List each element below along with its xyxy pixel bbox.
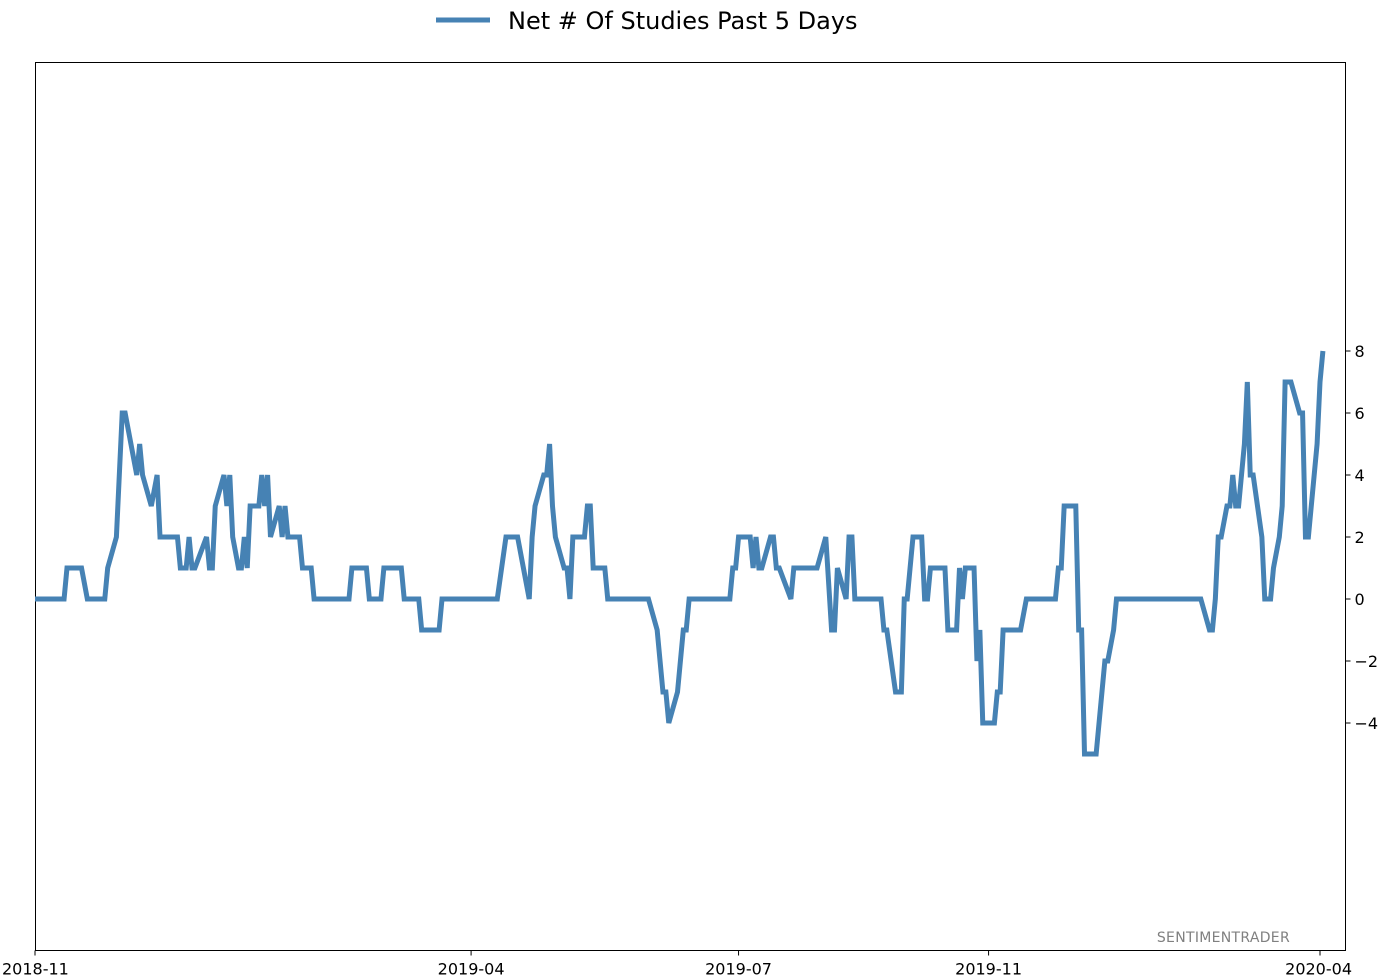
x-tick-label: 2020-04 [1285, 960, 1352, 978]
plot-frame [35, 62, 1346, 951]
x-axis: 2018-11 2019-04 2019-07 2019-11 2020-04 [2, 950, 1352, 978]
y-tick-label: 6 [1355, 404, 1365, 423]
x-tick-label: 2018-11 [2, 960, 69, 978]
x-tick-label: 2019-11 [955, 960, 1022, 978]
y-tick-label: 8 [1355, 342, 1365, 361]
series-layer [35, 350, 1326, 757]
y-tick-label: −2 [1355, 652, 1379, 671]
y-tick-label: 4 [1355, 466, 1365, 485]
y-tick-label: −4 [1355, 714, 1379, 733]
y-axis: −4 −2 0 2 4 6 8 [1345, 342, 1379, 733]
plot-area: SENTIMENTRADER [35, 62, 1346, 951]
y-tick-label: 2 [1355, 528, 1365, 547]
x-tick-label: 2019-04 [438, 960, 505, 978]
y-tick-label: 0 [1355, 590, 1365, 609]
x-tick-label: 2019-07 [705, 960, 772, 978]
series-line [35, 350, 1326, 757]
watermark-text: SENTIMENTRADER [1157, 930, 1290, 946]
legend-label: Net # Of Studies Past 5 Days [508, 7, 858, 35]
legend: Net # Of Studies Past 5 Days [436, 7, 858, 35]
